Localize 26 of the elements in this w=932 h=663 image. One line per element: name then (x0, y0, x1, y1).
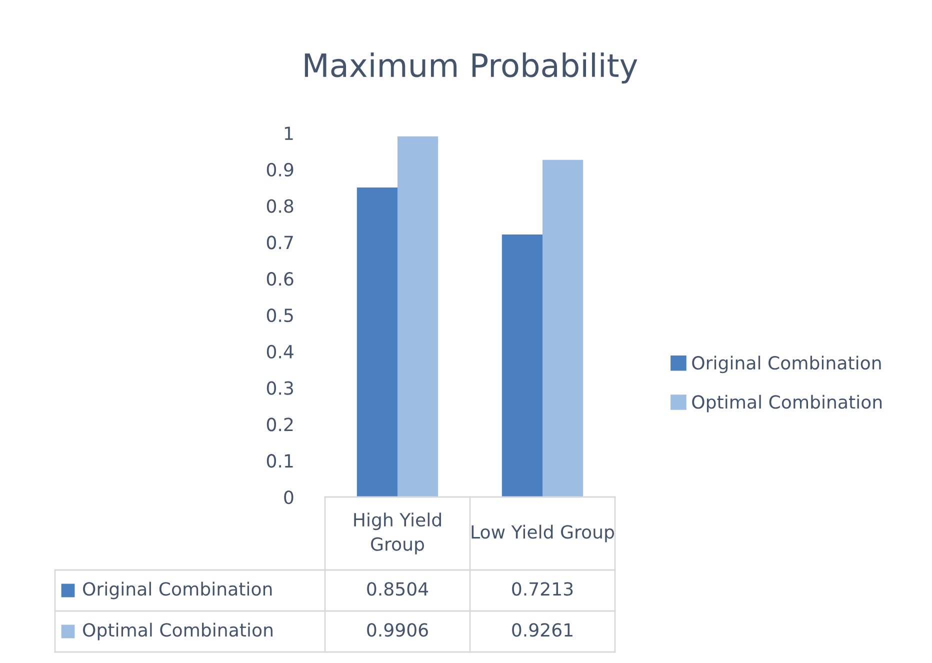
y-tick-label: 0.1 (266, 454, 293, 468)
data-label: 0.8504 (367, 582, 428, 596)
y-tick-label: 0.2 (266, 418, 293, 432)
data-label: 0.9906 (367, 623, 428, 637)
bar (542, 160, 584, 497)
y-tick-label: 0 (284, 490, 294, 504)
legend-label: Original Combination (83, 582, 272, 600)
y-tick-label: 0.9 (266, 162, 294, 177)
y-tick-label: 0.6 (266, 272, 294, 286)
bar (356, 187, 398, 497)
data-label: 0.9261 (512, 623, 572, 637)
bar (398, 136, 438, 497)
data-label: 0.7213 (512, 582, 573, 596)
bar (502, 234, 542, 497)
text: Original Combination (692, 356, 881, 374)
legend-label: Optimal Combination (692, 394, 882, 412)
x-tick-label: High Yield Group (354, 512, 441, 554)
y-tick-label: 0.7 (266, 236, 293, 250)
chart-title: Maximum Probability (304, 52, 638, 84)
y-tick-label: 0.8 (266, 199, 294, 213)
text: Optimal Combination (83, 622, 272, 640)
y-tick-label: 0.4 (266, 344, 294, 359)
y-tick-label: 0.5 (266, 308, 293, 322)
y-tick-label: 1 (284, 126, 293, 140)
x-tick-label: Low Yield Group (472, 524, 614, 542)
y-tick-label: 0.3 (266, 381, 293, 395)
